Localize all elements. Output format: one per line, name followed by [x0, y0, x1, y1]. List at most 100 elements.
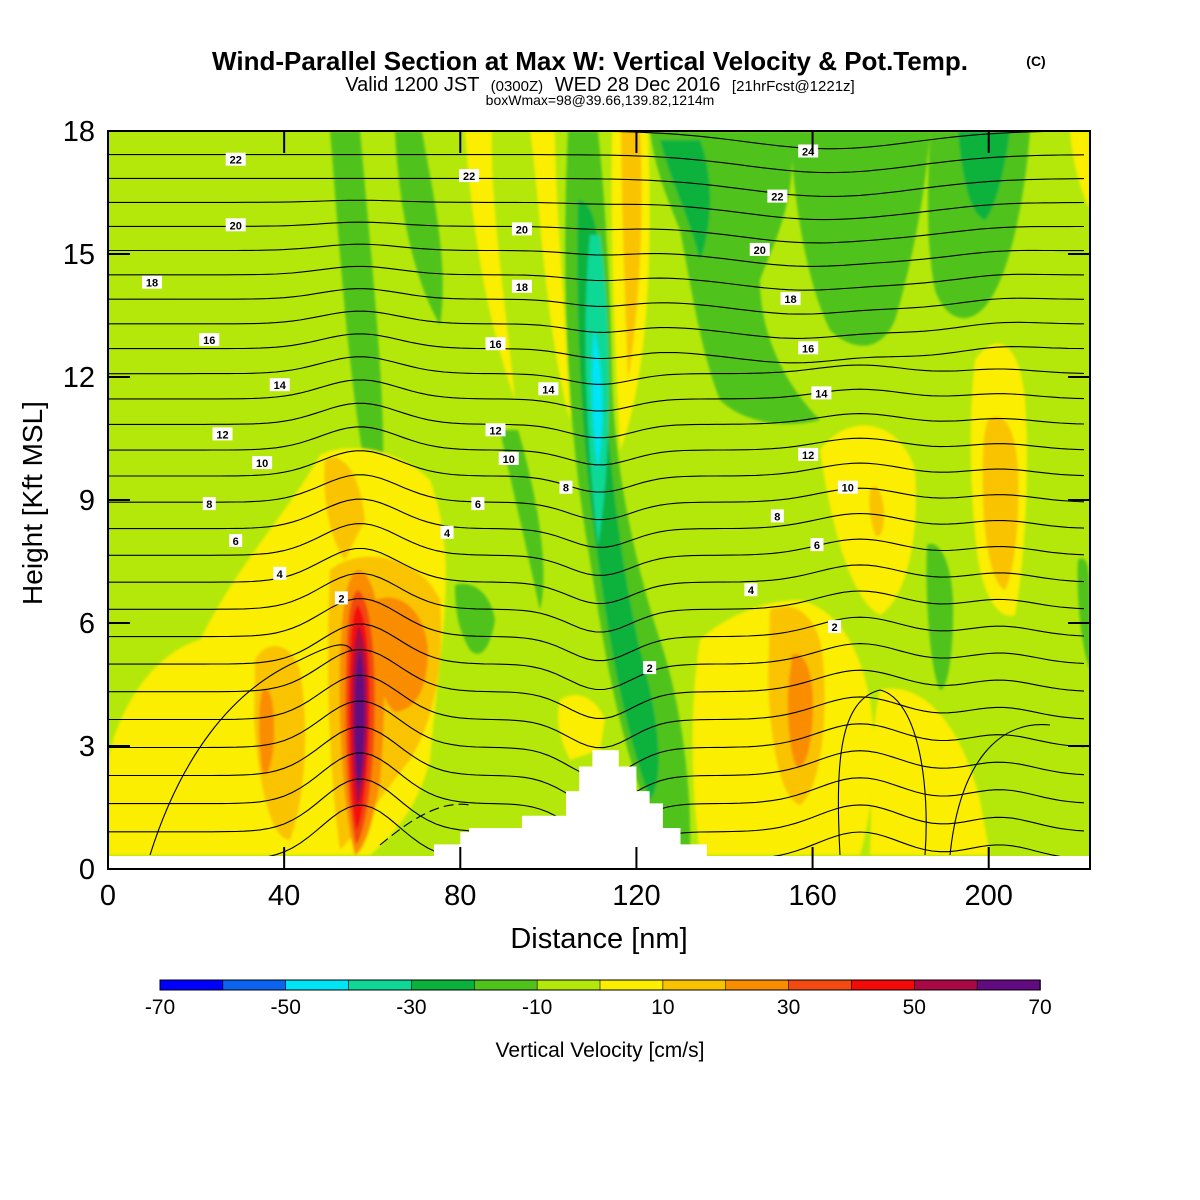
terrain [433, 750, 707, 857]
theta-label: 16 [802, 343, 814, 355]
ground-strip [108, 856, 1090, 869]
theta-label: 22 [463, 171, 475, 183]
downdraft-band [330, 131, 384, 530]
theta-label: 12 [216, 429, 228, 441]
theta-label: 4 [748, 585, 755, 597]
theta-label-box [212, 427, 233, 441]
colorbar-frame [159, 979, 1041, 991]
theta-label: 14 [815, 388, 828, 400]
theta-contour-line [108, 572, 1085, 633]
theta-label: 10 [842, 483, 854, 495]
theta-label-box [498, 452, 519, 465]
colorbar-tick-label: 50 [903, 996, 926, 1019]
updraft-band [621, 131, 642, 380]
theta-contour-line [108, 243, 1084, 267]
theta-contour-line [108, 498, 1085, 548]
downdraft-band [790, 131, 930, 346]
colorbar-swatch [851, 979, 916, 991]
updraft-band [820, 425, 916, 615]
colorbar-swatch [411, 979, 476, 991]
axis-tick-labels: 0 40 80 120 160 200 0 3 6 9 12 15 18 [63, 116, 1013, 912]
theta-label-box [485, 337, 506, 351]
theta-contour-line [108, 379, 1085, 412]
colorbar-tick-label: 10 [651, 996, 674, 1019]
theta-label: 2 [647, 663, 653, 675]
y-tick-label: 3 [79, 731, 95, 763]
theta-contour-line [108, 450, 1085, 493]
downdraft-band [500, 430, 544, 610]
theta-label: 20 [516, 224, 528, 236]
theta-label-box [643, 661, 657, 675]
theta-contour-line [108, 288, 1085, 315]
theta-label: 10 [503, 454, 515, 466]
theta-label: 8 [563, 483, 569, 495]
theta-label: 16 [489, 339, 501, 351]
theta-contour-line [108, 154, 1085, 174]
valid-time-line: Valid 1200 JST (0300Z) WED 28 Dec 2016 [… [345, 74, 854, 96]
theta-contour-line [108, 356, 1085, 385]
title-copyright-mark: (C) [1026, 53, 1045, 69]
velocity-field [108, 131, 1090, 855]
theta-contour-line [108, 474, 1085, 521]
updraft-band [1070, 131, 1090, 210]
theta-label-box [485, 423, 506, 437]
theta-label: 12 [802, 450, 814, 462]
theta-label-box [199, 333, 220, 347]
x-axis-label: Distance [nm] [510, 923, 687, 955]
downdraft-band [395, 131, 443, 325]
theta-label: 12 [489, 425, 501, 437]
theta-label: 2 [338, 593, 344, 605]
colorbar-swatch [725, 979, 790, 991]
theta-label: 18 [784, 294, 796, 306]
theta-contour-line [837, 689, 927, 856]
theta-contour-line [108, 177, 1085, 197]
updraft-band [465, 131, 515, 400]
x-tick-label: 0 [100, 880, 116, 912]
updraft-band [558, 695, 605, 760]
downdraft-band [927, 131, 1030, 319]
theta-label: 16 [203, 335, 215, 347]
colorbar-swatch [348, 979, 413, 991]
theta-label: 20 [754, 245, 766, 257]
colorbar-swatch [599, 979, 664, 991]
theta-label-box [811, 386, 832, 400]
theta-label: 22 [771, 192, 783, 204]
updraft-band [869, 486, 885, 537]
theta-contour-line [949, 724, 1051, 856]
theta-labels: 2220181614121086422220181614121086422422… [142, 144, 858, 675]
x-tick-label: 40 [268, 880, 300, 912]
theta-label-box [511, 279, 532, 293]
theta-contour-line [108, 426, 1085, 466]
valid-prefix: Valid 1200 JST [345, 74, 479, 96]
updraft-band [324, 457, 365, 560]
colorbar-tick-label: -30 [396, 996, 426, 1019]
theta-label-box [471, 497, 485, 511]
colorbar-swatch [913, 979, 978, 991]
valid-forecast: [21hrFcst@1221z] [732, 78, 855, 95]
theta-contour-line [108, 649, 1085, 719]
theta-label-box [538, 382, 559, 396]
theta-label: 8 [774, 511, 780, 523]
theta-label-box [798, 447, 819, 461]
theta-contour-line [108, 310, 1084, 339]
x-tick-label: 80 [444, 880, 476, 912]
x-tick-label: 200 [965, 880, 1013, 912]
downdraft-core [591, 330, 603, 470]
theta-contour-line [108, 674, 1085, 749]
valid-date: WED 28 Dec 2016 [555, 74, 721, 96]
theta-label-box [202, 497, 216, 511]
updraft-band [259, 689, 275, 774]
theta-contour-line [108, 804, 1085, 869]
theta-label-box [828, 620, 842, 634]
theta-contour-line [108, 598, 1085, 662]
theta-contour-line [149, 644, 353, 856]
plot-area: 2220181614121086422220181614121086422422… [108, 131, 1090, 869]
theta-label-box [511, 222, 532, 236]
colorbar-swatch [788, 979, 853, 991]
theta-label-box [798, 341, 819, 355]
theta-contour-line [108, 199, 1085, 221]
updraft-band [374, 597, 428, 712]
theta-label-box [273, 566, 287, 580]
theta-label: 18 [516, 282, 528, 294]
updraft-band [530, 131, 570, 420]
